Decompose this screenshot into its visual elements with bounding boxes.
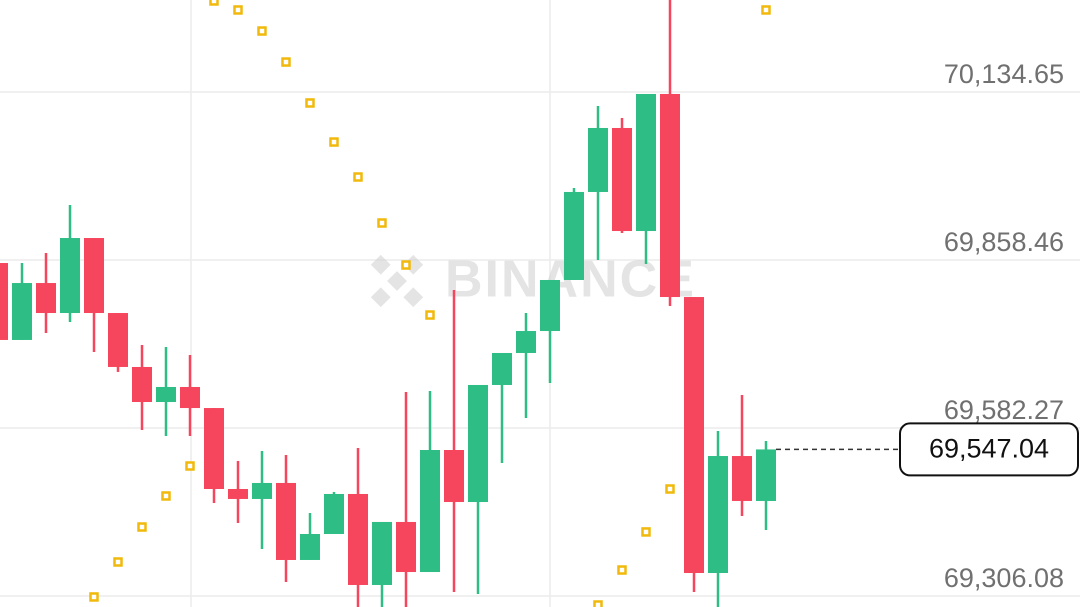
sar-dot (185, 461, 195, 471)
y-tick-label: 69,858.46 (944, 227, 1064, 257)
y-tick-label: 70,134.65 (944, 59, 1064, 89)
candle-body (708, 456, 728, 573)
candle-body (180, 386, 200, 409)
candle-body (588, 127, 608, 192)
candle-body (132, 366, 152, 403)
candle-body (468, 384, 488, 503)
candle-body (36, 283, 56, 314)
candle-body (612, 127, 632, 232)
candle-body (84, 238, 104, 314)
candle-body (228, 488, 248, 499)
candle-body (540, 279, 560, 332)
candle-body (420, 450, 440, 573)
sar-dot (665, 484, 675, 494)
candle-body (732, 456, 752, 501)
sar-dot (377, 218, 387, 228)
sar-dot (137, 522, 147, 532)
candle-body (516, 331, 536, 353)
candle-body (156, 386, 176, 403)
sar-dot (281, 57, 291, 67)
y-tick-label: 69,582.27 (944, 395, 1064, 425)
candle-body (324, 493, 344, 535)
candle-body (396, 521, 416, 573)
plot (0, 0, 900, 607)
sar-dot (353, 172, 363, 182)
sar-dot (329, 137, 339, 147)
sar-dot (305, 98, 315, 108)
sar-dot (425, 310, 435, 320)
sar-dot (593, 600, 603, 607)
candle-body (756, 449, 776, 501)
sar-dot (617, 565, 627, 575)
candle-body (684, 297, 704, 573)
sar-dot (641, 527, 651, 537)
last-price-label: 69,547.04 (929, 434, 1049, 464)
sar-dot (401, 260, 411, 270)
candle-body (252, 482, 272, 499)
candle-body (564, 191, 584, 280)
candle-body (444, 450, 464, 503)
candle-body (300, 534, 320, 560)
sar-dot (257, 26, 267, 36)
last-price-box (899, 422, 1079, 477)
candle-body (660, 93, 680, 298)
candle-body (636, 93, 656, 232)
sar-dot (113, 557, 123, 567)
candle-body (204, 408, 224, 489)
candle-body (60, 238, 80, 314)
sar-dot (233, 5, 243, 15)
watermark: BINANCE (370, 251, 694, 309)
candle-body (276, 482, 296, 560)
sar-dot (161, 491, 171, 501)
y-grid (0, 91, 1080, 597)
candle-body (348, 493, 368, 585)
sar-dot (761, 5, 771, 15)
sar-dot (209, 0, 219, 6)
candle-body (12, 283, 32, 340)
candle-body (492, 352, 512, 385)
candle-body (0, 263, 8, 340)
y-tick-label: 69,306.08 (944, 563, 1064, 593)
candle-body (108, 313, 128, 367)
candle-body (372, 521, 392, 585)
sar-dot (89, 592, 99, 602)
